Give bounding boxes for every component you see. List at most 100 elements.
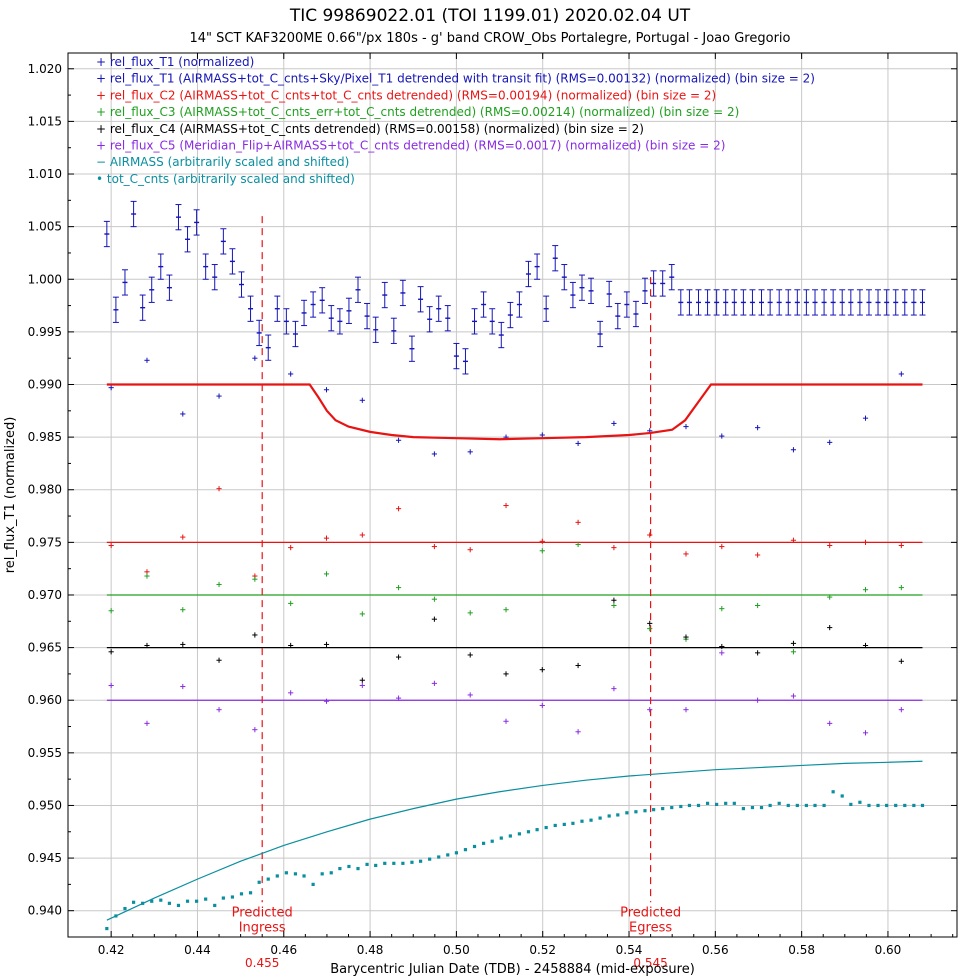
tot-c-cnts-point (418, 859, 423, 863)
binned-point (647, 626, 653, 632)
y-tick-label: 0.940 (28, 904, 62, 918)
binned-point (431, 596, 437, 602)
tot-c-cnts-point (687, 803, 692, 808)
raw-flux-point (731, 289, 738, 316)
tot-c-cnts-point (840, 794, 844, 798)
raw-flux-point (713, 289, 720, 316)
binned-point (611, 602, 617, 609)
raw-flux-point (830, 289, 837, 316)
raw-flux-point (803, 289, 810, 316)
tot-c-cnts-point (185, 899, 190, 903)
y-tick-label: 1.020 (28, 62, 62, 76)
tot-c-cnts-point (428, 857, 432, 861)
tot-c-cnts-point (347, 864, 351, 869)
binned-point (575, 519, 581, 525)
raw-flux-point (184, 226, 191, 253)
tot-c-cnts-point (526, 830, 531, 834)
tot-c-cnts-point (401, 861, 405, 865)
predicted-time-label: Predicted (232, 905, 293, 920)
raw-flux-point (821, 289, 828, 316)
binned-point (180, 534, 186, 540)
binned-point (108, 542, 114, 549)
tot-c-cnts-point (535, 828, 539, 832)
tot-c-cnts-point (544, 825, 548, 830)
raw-flux-point (175, 204, 182, 231)
axes: 0.940 0.945 0.950 0.955 0.960 0.965 0.970 0.975… (28, 53, 957, 957)
binned-point (395, 437, 402, 443)
tot-c-cnts-point (481, 841, 486, 845)
tot-c-cnts-point (580, 819, 584, 823)
raw-flux-point (632, 300, 639, 328)
y-tick-label: 1.015 (28, 114, 62, 128)
binned-point (611, 420, 617, 427)
binned-point (108, 682, 114, 689)
binned-point (862, 730, 869, 736)
binned-point (252, 576, 258, 582)
raw-flux-point (543, 295, 550, 322)
raw-flux-point (417, 286, 424, 313)
raw-flux-point (274, 295, 281, 322)
transit-model-line (106, 383, 923, 441)
raw-flux-point (355, 276, 362, 303)
raw-flux-point (202, 253, 209, 280)
raw-flux-point (480, 291, 487, 318)
tot-c-cnts-point (679, 804, 683, 809)
tot-c-cnts-point (885, 803, 889, 808)
binned-point (862, 415, 869, 421)
binned-point (252, 727, 258, 733)
legend-entry: + rel_flux_C2 (AIRMASS+tot_C_cnts+tot_C_… (96, 88, 716, 102)
tot-c-cnts-point (652, 808, 656, 812)
tot-c-cnts-point (114, 914, 118, 918)
binned-point (862, 587, 869, 593)
tot-c-cnts-point (715, 802, 719, 806)
raw-flux-point (776, 289, 783, 316)
binned-point (467, 610, 473, 616)
binned-point (755, 602, 761, 609)
raw-flux-point (130, 200, 137, 228)
binned-point (827, 542, 833, 549)
tot-c-cnts-point (176, 903, 181, 908)
raw-flux-point (578, 274, 585, 301)
raw-flux-point (283, 308, 290, 335)
legend-entry: + rel_flux_C5 (Meridian_Flip+AIRMASS+tot… (96, 139, 725, 153)
y-tick-label: 1.005 (28, 220, 62, 234)
raw-flux-point (507, 301, 514, 329)
binned-point (611, 686, 617, 692)
chart-subtitle: 14" SCT KAF3200ME 0.66"/px 180s - g' ban… (189, 31, 791, 46)
tot-c-cnts-point (472, 844, 477, 849)
binned-point (216, 393, 222, 399)
y-tick-label: 0.955 (28, 746, 62, 760)
y-tick-label: 0.995 (28, 325, 62, 339)
tot-c-cnts-point (589, 818, 593, 822)
raw-flux-point (883, 289, 890, 316)
y-tick-label: 1.010 (28, 167, 62, 181)
y-tick-label: 0.975 (28, 535, 62, 549)
plot-frame (67, 52, 958, 938)
binned-point (862, 642, 869, 649)
raw-flux-point (103, 220, 110, 248)
raw-flux-point (336, 308, 343, 335)
x-tick-label: 0.60 (875, 943, 902, 957)
raw-flux-point (552, 245, 559, 272)
binned-point (790, 447, 797, 453)
raw-flux-point (516, 291, 523, 318)
binned-point (323, 698, 330, 704)
tot-c-cnts-point (508, 834, 512, 838)
tot-c-cnts-point (786, 803, 790, 808)
raw-flux-point (892, 289, 899, 316)
raw-flux-point (220, 228, 227, 255)
raw-flux-point (785, 289, 792, 316)
tot-c-cnts-point (131, 900, 136, 904)
binned-point (395, 654, 402, 660)
tot-c-cnts-point (804, 803, 808, 808)
tot-c-cnts-point (221, 896, 225, 900)
x-tick-label: 0.42 (98, 943, 125, 957)
legend: + rel_flux_T1 (normalized) + rel_flux_T1 … (96, 55, 815, 186)
tot-c-cnts-point (849, 802, 853, 806)
tot-c-cnts-point (741, 807, 745, 811)
chart-title: TIC 99869022.01 (TOI 1199.01) 2020.02.04… (289, 6, 691, 26)
binned-point (611, 545, 617, 551)
binned-point (755, 650, 761, 656)
raw-flux-point (148, 276, 155, 303)
raw-flux-point (794, 289, 801, 316)
